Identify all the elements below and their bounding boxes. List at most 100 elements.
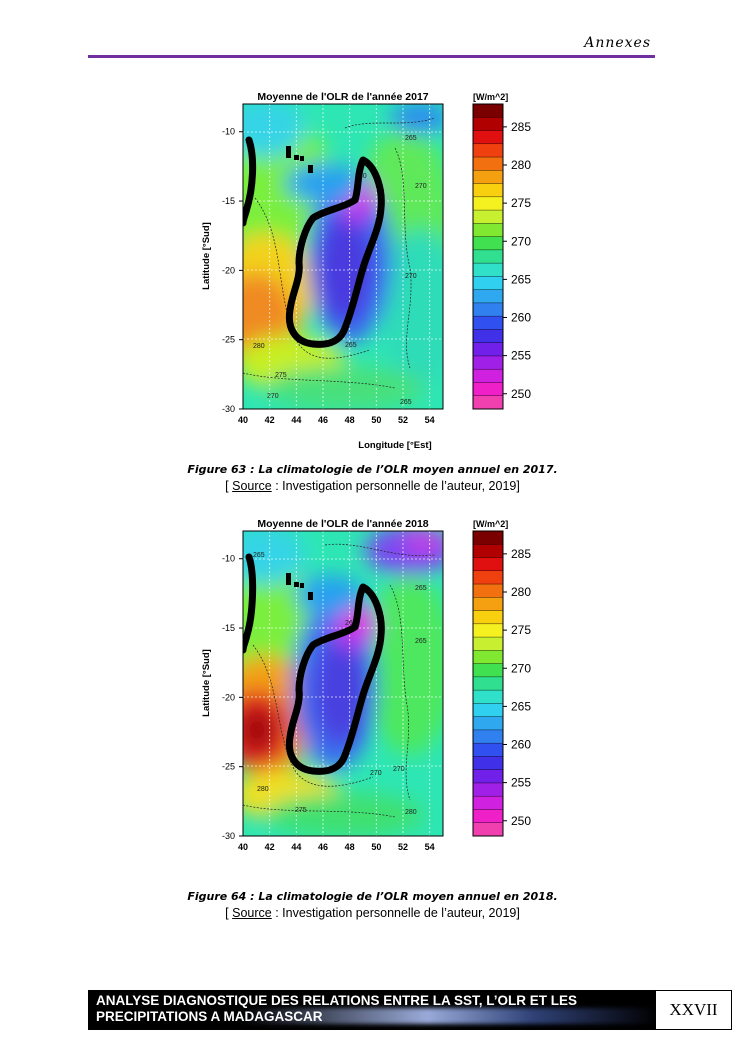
x-tick-label: 46 (318, 415, 328, 425)
colorbar-tick-label: 275 (511, 623, 531, 637)
source-text: : Investigation personnelle de l’auteur,… (271, 479, 520, 493)
x-tick-label: 52 (398, 415, 408, 425)
olr-map-2018: Moyenne de l'OLR de l'année 2018 (195, 515, 535, 880)
y-tick-label: -25 (222, 762, 235, 772)
contour-label: 275 (295, 807, 307, 814)
y-tick-label: -30 (222, 831, 235, 841)
contour-label: 270 (405, 273, 417, 280)
colorbar-swatch (473, 355, 503, 370)
contour-label: 275 (275, 372, 287, 379)
colorbar-tick-label: 280 (511, 158, 531, 172)
x-tick-label: 54 (425, 415, 435, 425)
footer-banner: ANALYSE DIAGNOSTIQUE DES RELATIONS ENTRE… (88, 990, 655, 1030)
colorbar-swatch (473, 342, 503, 357)
colorbar-swatch (473, 249, 503, 264)
contour-label: 270 (267, 393, 279, 400)
colorbar-tick-label: 260 (511, 311, 531, 325)
colorbar-swatch (473, 104, 503, 118)
colorbar-swatch (473, 276, 503, 291)
colorbar-tick-label: 250 (511, 387, 531, 401)
contour-label: 265 (345, 342, 357, 349)
colorbar-swatch (473, 650, 503, 665)
contour-label: 265 (405, 135, 417, 142)
contour-label: 270 (415, 183, 427, 190)
y-axis-label: Latitude [°Sud] (201, 649, 212, 717)
colorbar-swatch (473, 663, 503, 678)
x-tick-label: 50 (371, 842, 381, 852)
footer-line-2: PRECIPITATIONS A MADAGASCAR (96, 1009, 323, 1024)
contour-label: 265 (415, 638, 427, 645)
colorbar-swatch (473, 157, 503, 171)
colorbar-swatch (473, 531, 503, 545)
contour-label: 265 (415, 585, 427, 592)
footer-line-1: ANALYSE DIAGNOSTIQUE DES RELATIONS ENTRE… (96, 993, 578, 1008)
colorbar-swatch (473, 557, 503, 572)
colorbar-frame (472, 103, 504, 410)
colorbar-swatch (473, 743, 503, 757)
colorbar-tick-label: 280 (511, 585, 531, 599)
contour-label: 280 (257, 786, 269, 793)
footer-glow (238, 1008, 655, 1024)
contour-label: 265 (253, 552, 265, 559)
colorbar-swatch (473, 756, 503, 771)
colorbar-tick-label: 255 (511, 349, 531, 363)
source-label: Source (232, 479, 272, 493)
colorbar-swatch (473, 544, 503, 559)
contour-label: 280 (253, 343, 265, 350)
y-tick-label: -30 (222, 404, 235, 414)
y-tick-label: -20 (222, 265, 235, 275)
y-axis-label: Latitude [°Sud] (201, 222, 212, 290)
y-tick-label: -10 (222, 127, 235, 137)
y-tick-label: -15 (222, 623, 235, 633)
colorbar-swatch (473, 716, 503, 731)
panel-title: Moyenne de l'OLR de l'année 2018 (257, 518, 428, 530)
x-tick-label: 48 (345, 415, 355, 425)
colorbar-swatch (473, 143, 503, 158)
caption-text: Figure 64 : La climatologie de l’OLR moy… (187, 890, 558, 903)
colorbar-swatch (473, 769, 503, 784)
colorbar-swatch (473, 196, 503, 211)
colorbar-swatch (473, 703, 503, 718)
colorbar-unit: [W/m^2] (473, 519, 508, 529)
source-line: [ Source : Investigation personnelle de … (0, 906, 745, 920)
header-rule (88, 55, 655, 58)
colorbar-swatch (473, 637, 503, 651)
colorbar-tick-label: 270 (511, 661, 531, 675)
colorbar-tick-label: 285 (511, 547, 531, 561)
colorbar-swatch (473, 395, 503, 410)
source-bracket: [ (225, 479, 233, 493)
colorbar-swatch (473, 170, 503, 185)
colorbar-swatch (473, 796, 503, 810)
colorbar-swatch (473, 676, 503, 691)
colorbar-swatch (473, 223, 503, 238)
source-bracket: [ (225, 906, 233, 920)
x-tick-label: 40 (238, 415, 248, 425)
colorbar-tick-label: 265 (511, 272, 531, 286)
contour-label: 270 (393, 766, 405, 773)
colorbar-swatch (473, 316, 503, 330)
colorbar-unit: [W/m^2] (473, 92, 508, 102)
colorbar-swatch (473, 809, 503, 824)
colorbar-swatch (473, 302, 503, 317)
y-tick-label: -20 (222, 692, 235, 702)
x-tick-label: 46 (318, 842, 328, 852)
colorbar-swatch (473, 210, 503, 224)
footer-title: ANALYSE DIAGNOSTIQUE DES RELATIONS ENTRE… (96, 993, 577, 1025)
colorbar-tick-label: 270 (511, 234, 531, 248)
colorbar-swatch (473, 570, 503, 585)
olr-map-2018-svg: Moyenne de l'OLR de l'année 2018 (201, 518, 531, 852)
figure-63-caption: Figure 63 : La climatologie de l’OLR moy… (0, 462, 745, 493)
source-line: [ Source : Investigation personnelle de … (0, 479, 745, 493)
colorbar-swatch (473, 782, 503, 797)
colorbar-tick-label: 265 (511, 699, 531, 713)
colorbar-swatch (473, 382, 503, 397)
contour-label: 265 (400, 399, 412, 406)
colorbar-tick-label: 260 (511, 738, 531, 752)
x-tick-label: 48 (345, 842, 355, 852)
colorbar-swatch (473, 130, 503, 145)
colorbar-tick-label: 255 (511, 776, 531, 790)
colorbar-tick-label: 275 (511, 196, 531, 210)
colorbar-swatch (473, 610, 503, 625)
contour-label: 260 (345, 620, 357, 627)
page-number: XXVII (655, 990, 732, 1030)
